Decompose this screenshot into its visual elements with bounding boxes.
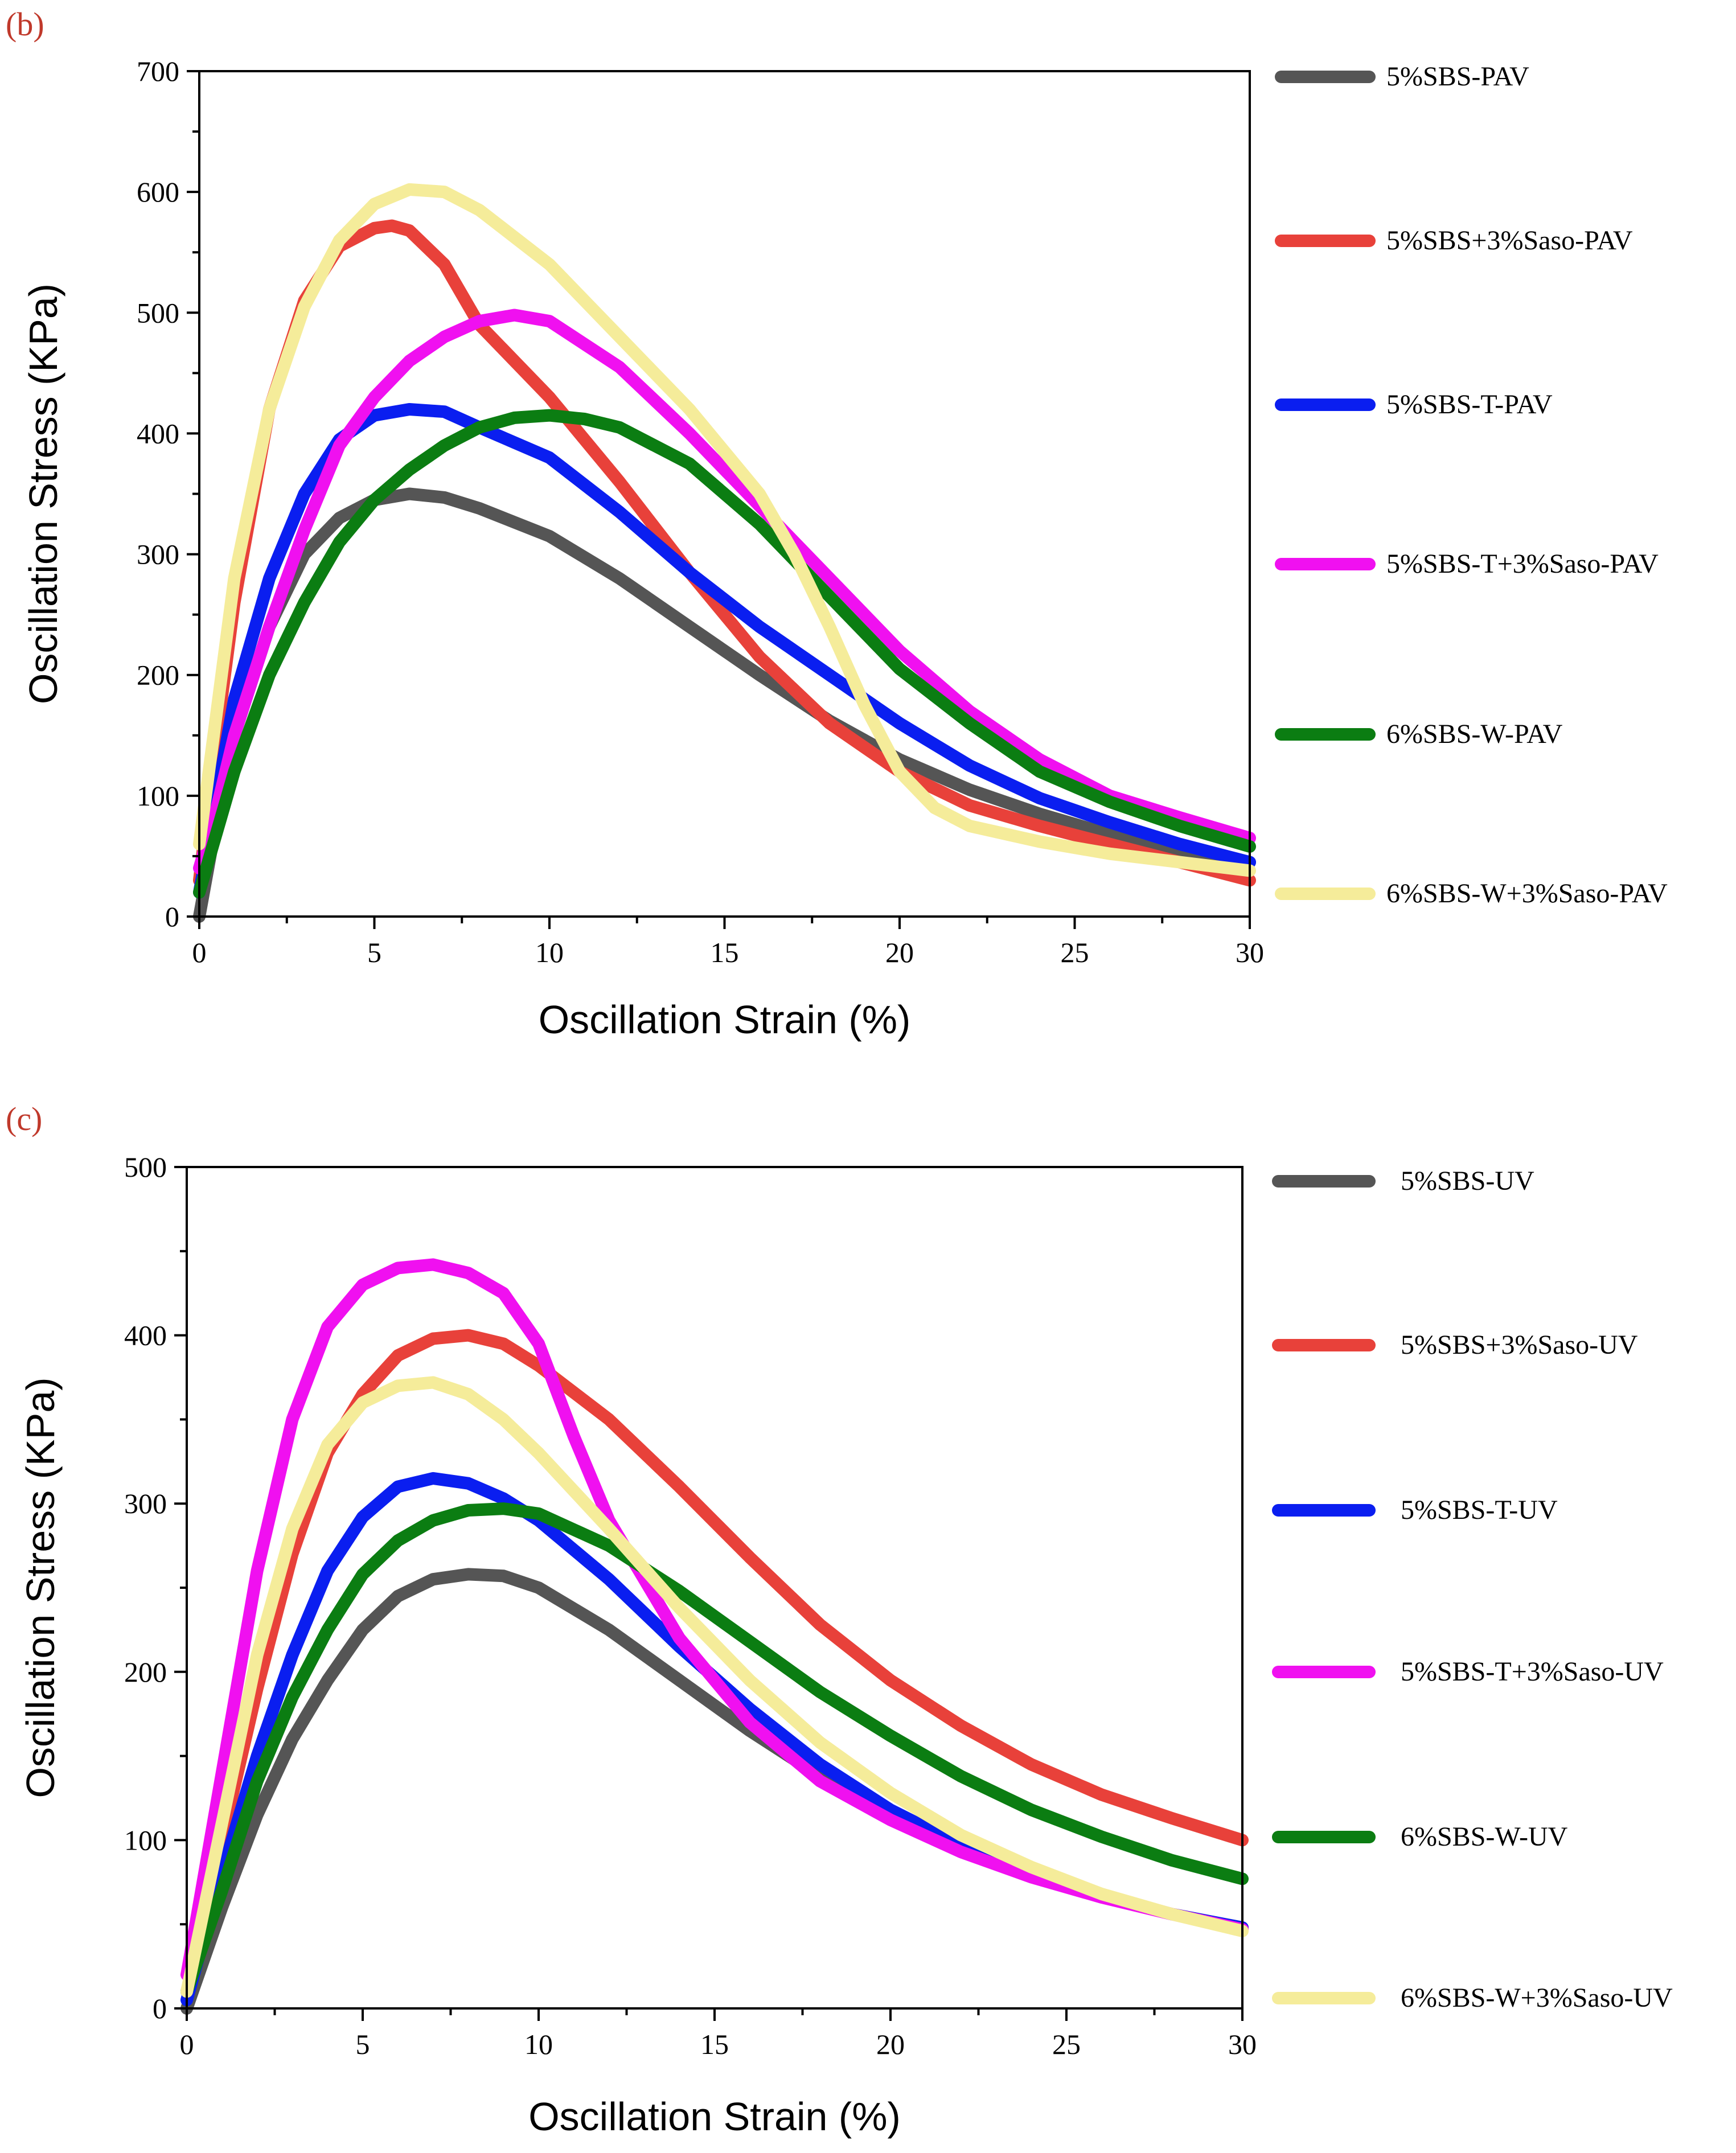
x-tick-label: 15 xyxy=(711,936,739,968)
legend-label-3: 5%SBS-T+3%Saso-UV xyxy=(1401,1657,1664,1687)
x-tick-label: 5 xyxy=(367,936,381,968)
panel-b: (b)0 5 10 15 20 25 300100200300400500600700Osc… xyxy=(6,6,1668,1042)
series-line-2 xyxy=(193,403,1256,899)
series-line-4 xyxy=(193,409,1256,899)
x-tick-label: 10 xyxy=(524,2028,553,2060)
x-tick-label: 0 xyxy=(192,936,207,968)
y-axis-title: Oscillation Stress (KPa) xyxy=(18,1377,63,1798)
y-tick-label: 0 xyxy=(165,901,179,932)
x-tick-label: 5 xyxy=(356,2028,370,2060)
legend-label-4: 6%SBS-W-UV xyxy=(1401,1822,1568,1852)
series-line-3 xyxy=(193,309,1256,875)
x-tick-label: 25 xyxy=(1052,2028,1081,2060)
y-tick-label: 200 xyxy=(124,1656,167,1688)
legend-label-5: 6%SBS-W+3%Saso-UV xyxy=(1401,1983,1673,2013)
series-line-5 xyxy=(180,1376,1249,1998)
x-tick-label: 10 xyxy=(535,936,564,968)
panel-c: (c)0 5 10 15 20 25 300100200300400500Oscillati… xyxy=(6,1100,1673,2139)
legend-label-2: 5%SBS-T-PAV xyxy=(1386,389,1553,420)
series-line-4 xyxy=(180,1502,1249,1998)
x-tick-label: 30 xyxy=(1228,2028,1257,2060)
y-tick-label: 100 xyxy=(137,780,179,812)
y-tick-label: 100 xyxy=(124,1824,167,1856)
legend-label-3: 5%SBS-T+3%Saso-PAV xyxy=(1386,549,1659,579)
panel-label: (c) xyxy=(6,1100,42,1137)
x-tick-label: 25 xyxy=(1061,936,1089,968)
y-tick-label: 0 xyxy=(153,1992,167,2024)
series-group xyxy=(180,1258,1249,2015)
series-line-3 xyxy=(180,1258,1249,1981)
y-tick-label: 700 xyxy=(137,55,179,87)
series-line-2 xyxy=(180,1472,1249,2007)
y-tick-label: 500 xyxy=(137,297,179,328)
legend-label-0: 5%SBS-UV xyxy=(1401,1166,1534,1196)
x-tick-label: 20 xyxy=(876,2028,905,2060)
y-tick-label: 300 xyxy=(124,1488,167,1519)
x-axis-title: Oscillation Strain (%) xyxy=(528,2094,901,2139)
legend-label-0: 5%SBS-PAV xyxy=(1386,61,1529,92)
legend-label-1: 5%SBS+3%Saso-UV xyxy=(1401,1330,1638,1360)
x-tick-label: 30 xyxy=(1236,936,1264,968)
legend-label-1: 5%SBS+3%Saso-PAV xyxy=(1386,225,1633,256)
legend: 5%SBS-UV 5%SBS+3%Saso-UV 5%SBS-T-UV 5%SBS-T… xyxy=(1272,1166,1673,2013)
x-tick-label: 15 xyxy=(700,2028,729,2060)
series-line-1 xyxy=(180,1329,1249,1998)
series-group xyxy=(193,183,1256,923)
y-tick-label: 200 xyxy=(137,659,179,691)
x-tick-label: 20 xyxy=(885,936,914,968)
y-tick-label: 400 xyxy=(137,417,179,449)
y-tick-label: 600 xyxy=(137,176,179,208)
y-tick-label: 300 xyxy=(137,539,179,570)
y-tick-label: 400 xyxy=(124,1320,167,1351)
legend: 5%SBS-PAV 5%SBS+3%Saso-PAV 5%SBS-T-PAV 5%SB… xyxy=(1275,61,1668,909)
series-line-5 xyxy=(193,183,1256,877)
x-axis-title: Oscillation Strain (%) xyxy=(539,997,911,1042)
panel-label: (b) xyxy=(6,6,44,43)
legend-label-4: 6%SBS-W-PAV xyxy=(1386,719,1563,749)
y-axis-title: Oscillation Stress (KPa) xyxy=(21,283,65,704)
x-tick-label: 0 xyxy=(180,2028,194,2060)
legend-label-2: 5%SBS-T-UV xyxy=(1401,1495,1558,1525)
legend-label-5: 6%SBS-W+3%Saso-PAV xyxy=(1386,878,1668,909)
y-tick-label: 500 xyxy=(124,1151,167,1183)
